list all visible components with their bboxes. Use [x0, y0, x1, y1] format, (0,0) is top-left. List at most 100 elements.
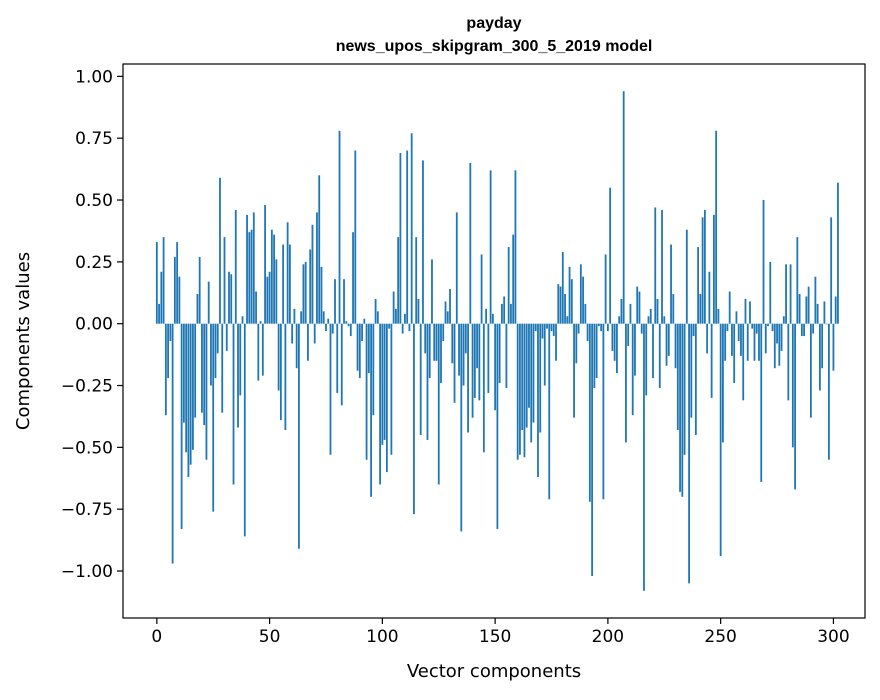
bar	[800, 323, 803, 337]
bar	[379, 323, 382, 485]
y-tick-label: −0.75	[61, 500, 113, 520]
bar	[399, 153, 402, 324]
bar	[487, 323, 490, 393]
bar	[413, 323, 415, 515]
bar	[408, 323, 411, 332]
bar	[266, 276, 269, 324]
bar	[316, 212, 318, 324]
bar	[356, 323, 359, 371]
bar	[203, 323, 206, 426]
bar	[288, 244, 291, 324]
bar	[246, 214, 248, 324]
bar	[735, 311, 738, 324]
bar	[780, 323, 783, 351]
bar	[169, 323, 172, 341]
bar	[458, 323, 460, 376]
bar	[528, 323, 530, 408]
bar	[160, 271, 163, 324]
bar	[782, 316, 785, 324]
bar	[225, 323, 228, 351]
bar	[613, 323, 616, 361]
bar	[740, 323, 742, 356]
bar	[722, 323, 724, 443]
bar	[284, 323, 287, 431]
bar	[546, 323, 548, 329]
bar	[212, 323, 215, 512]
bar	[372, 323, 375, 416]
bar	[728, 291, 731, 324]
bar	[390, 323, 393, 455]
bar	[665, 323, 668, 366]
bar	[428, 323, 431, 379]
y-tick-label: 1.00	[75, 67, 113, 87]
bar	[586, 323, 589, 341]
bar	[365, 323, 368, 460]
bar	[176, 242, 179, 324]
bar	[773, 323, 776, 369]
bar	[363, 318, 366, 324]
bar	[552, 323, 555, 337]
bar	[489, 170, 492, 324]
bar	[663, 316, 666, 324]
bar	[207, 281, 210, 324]
bar	[661, 209, 663, 324]
bar	[298, 323, 300, 549]
bar	[690, 323, 693, 418]
bar	[591, 323, 594, 576]
bar	[307, 323, 309, 361]
bar	[192, 323, 194, 450]
bar	[769, 261, 772, 324]
bar	[701, 217, 704, 324]
bar	[309, 249, 312, 324]
bar	[503, 296, 506, 324]
bar	[401, 323, 404, 334]
bar	[476, 323, 478, 369]
bar	[426, 323, 429, 440]
bar	[385, 323, 388, 473]
bar	[787, 323, 790, 401]
x-tick-label: 200	[592, 627, 624, 647]
bar	[812, 323, 815, 334]
bar	[383, 323, 386, 440]
bar	[647, 316, 650, 324]
bar	[764, 323, 767, 354]
bar	[313, 323, 316, 344]
bar	[828, 323, 830, 460]
bar	[243, 323, 246, 537]
bar	[440, 323, 442, 384]
bar	[349, 323, 352, 337]
bar	[597, 323, 600, 327]
plot-area-frame	[122, 63, 866, 619]
bar	[670, 244, 672, 324]
bar	[358, 323, 361, 379]
x-tick-label: 150	[479, 627, 511, 647]
bar	[636, 286, 639, 324]
bar	[469, 162, 472, 324]
bar	[579, 264, 582, 324]
bar	[252, 212, 255, 324]
bar	[758, 323, 760, 361]
bar	[304, 261, 307, 324]
bar	[331, 323, 334, 334]
bar	[406, 150, 409, 324]
bar	[733, 323, 736, 384]
bar	[643, 323, 645, 591]
bar	[471, 323, 474, 418]
bar	[270, 229, 273, 324]
bar	[710, 323, 713, 398]
bar	[676, 323, 679, 431]
bar	[573, 323, 575, 418]
bar	[210, 323, 212, 386]
bar	[282, 244, 285, 324]
bar	[771, 323, 774, 332]
bar	[717, 308, 720, 324]
y-tick-label: 0.00	[75, 315, 113, 335]
bar	[214, 323, 217, 379]
bar	[322, 311, 325, 324]
bar	[631, 323, 634, 416]
bar	[654, 207, 657, 324]
bar	[706, 323, 709, 354]
bar	[286, 222, 289, 324]
bar	[381, 323, 384, 445]
